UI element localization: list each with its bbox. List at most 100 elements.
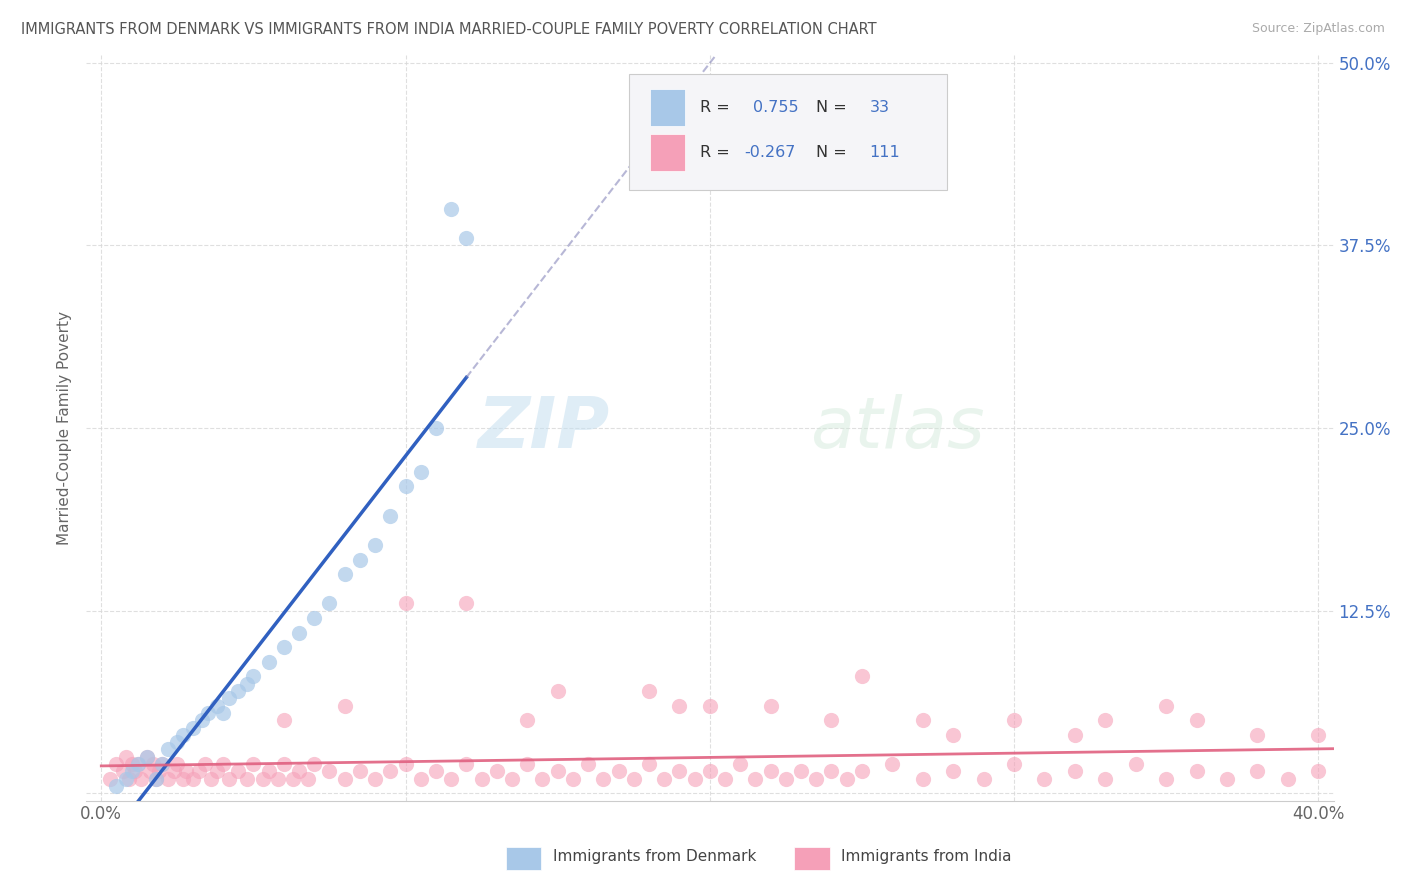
Point — [623, 772, 645, 786]
Point — [471, 772, 494, 786]
Point — [820, 713, 842, 727]
Point — [456, 757, 478, 772]
Point — [1154, 698, 1177, 713]
Point — [728, 757, 751, 772]
Point — [105, 779, 128, 793]
Point — [547, 684, 569, 698]
Text: Immigrants from Denmark: Immigrants from Denmark — [553, 849, 756, 863]
Point — [150, 757, 173, 772]
Point — [531, 772, 554, 786]
Text: Immigrants from India: Immigrants from India — [841, 849, 1011, 863]
Point — [409, 465, 432, 479]
Text: N =: N = — [815, 145, 852, 160]
Point — [157, 742, 180, 756]
Point — [226, 764, 249, 779]
Point — [1308, 764, 1330, 779]
Point — [273, 757, 295, 772]
Point — [1064, 728, 1087, 742]
Point — [1002, 757, 1025, 772]
Point — [257, 655, 280, 669]
Point — [105, 757, 128, 772]
Point — [333, 772, 356, 786]
Point — [1125, 757, 1147, 772]
Point — [163, 764, 186, 779]
Point — [942, 728, 965, 742]
Point — [806, 772, 828, 786]
Point — [129, 772, 152, 786]
Text: 0.755: 0.755 — [754, 100, 799, 115]
Text: R =: R = — [700, 100, 735, 115]
Point — [114, 772, 136, 786]
Point — [409, 772, 432, 786]
Point — [121, 764, 143, 779]
Point — [607, 764, 630, 779]
Point — [212, 757, 235, 772]
Text: N =: N = — [815, 100, 852, 115]
Point — [485, 764, 508, 779]
Point — [197, 706, 219, 720]
Point — [135, 749, 157, 764]
Point — [257, 764, 280, 779]
Point — [1308, 728, 1330, 742]
Point — [1246, 728, 1268, 742]
Point — [759, 698, 782, 713]
Point — [638, 684, 661, 698]
FancyBboxPatch shape — [650, 89, 685, 126]
Point — [333, 698, 356, 713]
Point — [547, 764, 569, 779]
Point — [172, 728, 194, 742]
Point — [318, 764, 340, 779]
Point — [668, 764, 690, 779]
Point — [851, 764, 873, 779]
Point — [456, 596, 478, 610]
Point — [127, 757, 149, 772]
Point — [1185, 713, 1208, 727]
Text: atlas: atlas — [810, 393, 984, 463]
Point — [349, 764, 371, 779]
Point — [166, 735, 188, 749]
Point — [114, 749, 136, 764]
Text: -0.267: -0.267 — [745, 145, 796, 160]
Point — [190, 713, 212, 727]
Point — [333, 567, 356, 582]
Point — [1064, 764, 1087, 779]
Point — [121, 757, 143, 772]
Point — [380, 764, 402, 779]
Point — [364, 772, 387, 786]
Point — [124, 764, 146, 779]
Point — [835, 772, 858, 786]
Point — [236, 772, 259, 786]
Point — [212, 706, 235, 720]
Point — [440, 772, 463, 786]
Point — [942, 764, 965, 779]
Text: 33: 33 — [869, 100, 890, 115]
Point — [145, 772, 167, 786]
Point — [561, 772, 583, 786]
Point — [516, 713, 538, 727]
Point — [1154, 772, 1177, 786]
Point — [288, 625, 311, 640]
Point — [135, 749, 157, 764]
Point — [157, 772, 180, 786]
Point — [638, 757, 661, 772]
Point — [187, 764, 209, 779]
Point — [349, 552, 371, 566]
Point — [181, 772, 204, 786]
Text: Source: ZipAtlas.com: Source: ZipAtlas.com — [1251, 22, 1385, 36]
Point — [226, 684, 249, 698]
Point — [592, 772, 614, 786]
Point — [425, 764, 447, 779]
Point — [297, 772, 319, 786]
Point — [200, 772, 222, 786]
Point — [501, 772, 523, 786]
Point — [1185, 764, 1208, 779]
Point — [236, 677, 259, 691]
Point — [882, 757, 904, 772]
Point — [127, 757, 149, 772]
Point — [516, 757, 538, 772]
Point — [318, 596, 340, 610]
Point — [194, 757, 217, 772]
Point — [759, 764, 782, 779]
Point — [380, 508, 402, 523]
Point — [252, 772, 274, 786]
